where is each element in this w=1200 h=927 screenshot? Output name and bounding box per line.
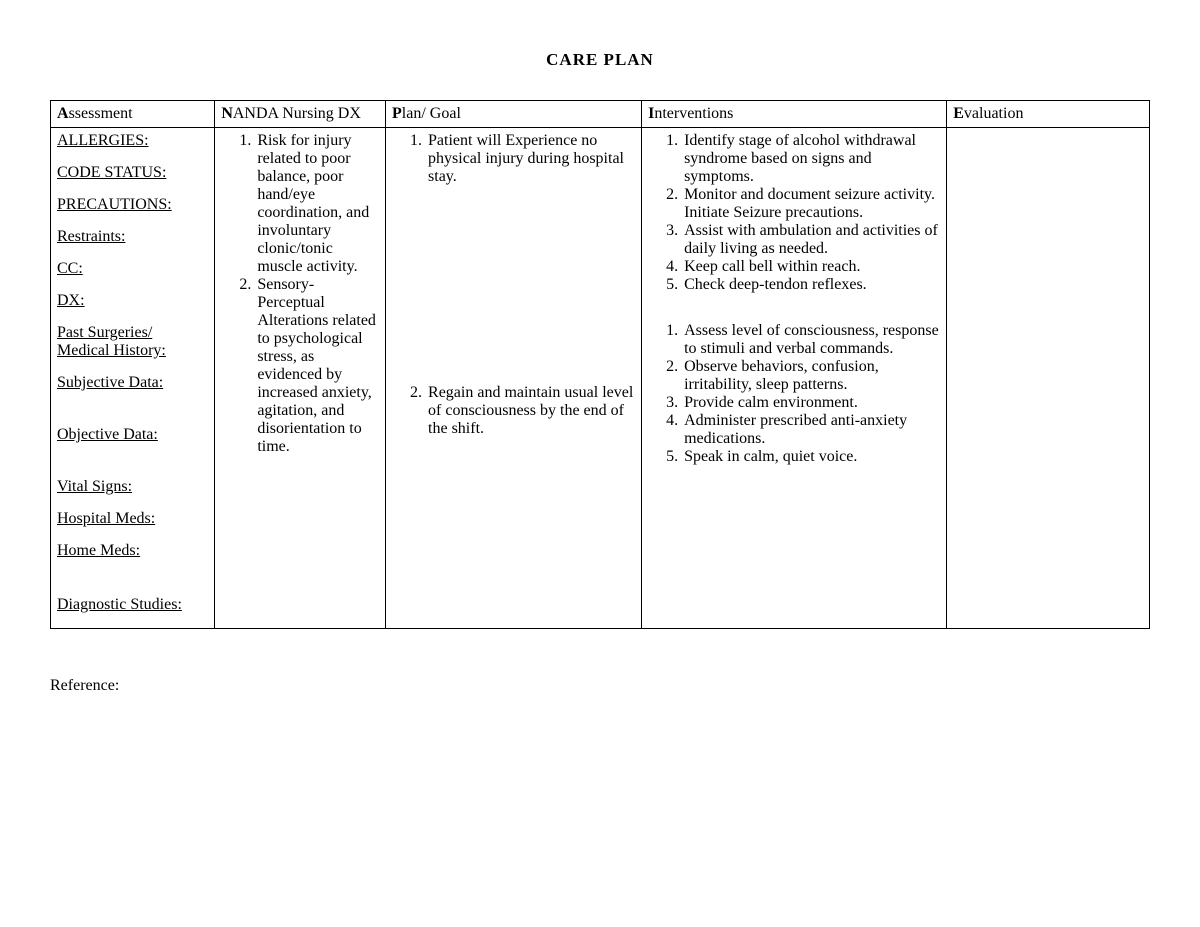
cell-plan: Patient will Experience no physical inju… <box>386 128 642 629</box>
interv2-item-3: Provide calm environment. <box>682 394 940 412</box>
table-body-row: ALLERGIES: CODE STATUS: PRECAUTIONS: Res… <box>51 128 1150 629</box>
assessment-past-surgeries-1: Past Surgeries/ <box>57 324 208 342</box>
interv2-item-4: Administer prescribed anti-anxiety medic… <box>682 412 940 448</box>
interv1-item-3: Assist with ambulation and activities of… <box>682 222 940 258</box>
cell-interventions: Identify stage of alcohol withdrawal syn… <box>642 128 947 629</box>
interv2-item-2: Observe behaviors, confusion, irritabili… <box>682 358 940 394</box>
header-assessment: Assessment <box>51 101 215 128</box>
assessment-precautions: PRECAUTIONS: <box>57 196 208 214</box>
interv1-item-2: Monitor and document seizure activity. I… <box>682 186 940 222</box>
header-evaluation: Evaluation <box>947 101 1150 128</box>
plan-item-2: Regain and maintain usual level of consc… <box>426 384 635 438</box>
plan-item-1: Patient will Experience no physical inju… <box>426 132 635 186</box>
assessment-objective: Objective Data: <box>57 426 208 444</box>
nanda-list: Risk for injury related to poor balance,… <box>221 132 379 456</box>
header-plan: Plan/ Goal <box>386 101 642 128</box>
interv1-item-1: Identify stage of alcohol withdrawal syn… <box>682 132 940 186</box>
table-header-row: Assessment NANDA Nursing DX Plan/ Goal I… <box>51 101 1150 128</box>
plan-list-2: Regain and maintain usual level of consc… <box>392 384 635 438</box>
plan-spacer <box>392 186 635 384</box>
interv2-item-1: Assess level of consciousness, response … <box>682 322 940 358</box>
plan-list-1: Patient will Experience no physical inju… <box>392 132 635 186</box>
cell-assessment: ALLERGIES: CODE STATUS: PRECAUTIONS: Res… <box>51 128 215 629</box>
nanda-item-2: Sensory-Perceptual Alterations related t… <box>255 276 379 456</box>
nanda-item-1: Risk for injury related to poor balance,… <box>255 132 379 276</box>
assessment-past-surgeries-2: Medical History: <box>57 342 208 360</box>
assessment-restraints: Restraints: <box>57 228 208 246</box>
reference-label: Reference: <box>50 677 1150 695</box>
assessment-code-status: CODE STATUS: <box>57 164 208 182</box>
assessment-allergies: ALLERGIES: <box>57 132 208 150</box>
assessment-home-meds: Home Meds: <box>57 542 208 560</box>
interv1-item-4: Keep call bell within reach. <box>682 258 940 276</box>
interv1-item-5: Check deep-tendon reflexes. <box>682 276 940 294</box>
assessment-subjective: Subjective Data: <box>57 374 208 392</box>
page-title: CARE PLAN <box>50 50 1150 70</box>
assessment-hospital-meds: Hospital Meds: <box>57 510 208 528</box>
care-plan-table: Assessment NANDA Nursing DX Plan/ Goal I… <box>50 100 1150 629</box>
assessment-diagnostic: Diagnostic Studies: <box>57 596 208 614</box>
cell-evaluation <box>947 128 1150 629</box>
header-interventions: Interventions <box>642 101 947 128</box>
assessment-vital-signs: Vital Signs: <box>57 478 208 496</box>
assessment-cc: CC: <box>57 260 208 278</box>
header-nanda: NANDA Nursing DX <box>215 101 386 128</box>
cell-nanda: Risk for injury related to poor balance,… <box>215 128 386 629</box>
assessment-dx: DX: <box>57 292 208 310</box>
interventions-list-2: Assess level of consciousness, response … <box>648 322 940 466</box>
interv2-item-5: Speak in calm, quiet voice. <box>682 448 940 466</box>
interventions-list-1: Identify stage of alcohol withdrawal syn… <box>648 132 940 294</box>
